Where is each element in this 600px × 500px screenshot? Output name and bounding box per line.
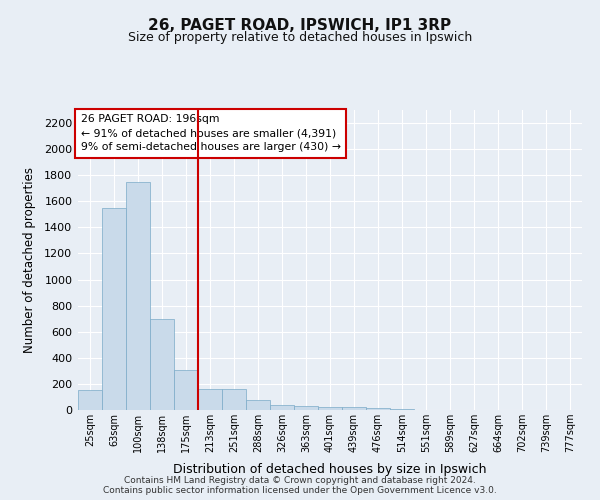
Bar <box>366 408 390 410</box>
Bar <box>318 408 342 410</box>
Y-axis label: Number of detached properties: Number of detached properties <box>23 167 36 353</box>
Bar <box>150 318 174 410</box>
Bar <box>342 408 366 410</box>
Text: 26, PAGET ROAD, IPSWICH, IP1 3RP: 26, PAGET ROAD, IPSWICH, IP1 3RP <box>148 18 452 32</box>
Bar <box>126 182 150 410</box>
Bar <box>270 405 294 410</box>
X-axis label: Distribution of detached houses by size in Ipswich: Distribution of detached houses by size … <box>173 464 487 476</box>
Bar <box>222 389 246 410</box>
Bar <box>174 370 198 410</box>
Text: Size of property relative to detached houses in Ipswich: Size of property relative to detached ho… <box>128 31 472 44</box>
Bar <box>78 390 102 410</box>
Bar <box>246 400 270 410</box>
Bar <box>198 389 222 410</box>
Text: Contains public sector information licensed under the Open Government Licence v3: Contains public sector information licen… <box>103 486 497 495</box>
Text: 26 PAGET ROAD: 196sqm
← 91% of detached houses are smaller (4,391)
9% of semi-de: 26 PAGET ROAD: 196sqm ← 91% of detached … <box>80 114 341 152</box>
Text: Contains HM Land Registry data © Crown copyright and database right 2024.: Contains HM Land Registry data © Crown c… <box>124 476 476 485</box>
Bar <box>294 406 318 410</box>
Bar <box>102 208 126 410</box>
